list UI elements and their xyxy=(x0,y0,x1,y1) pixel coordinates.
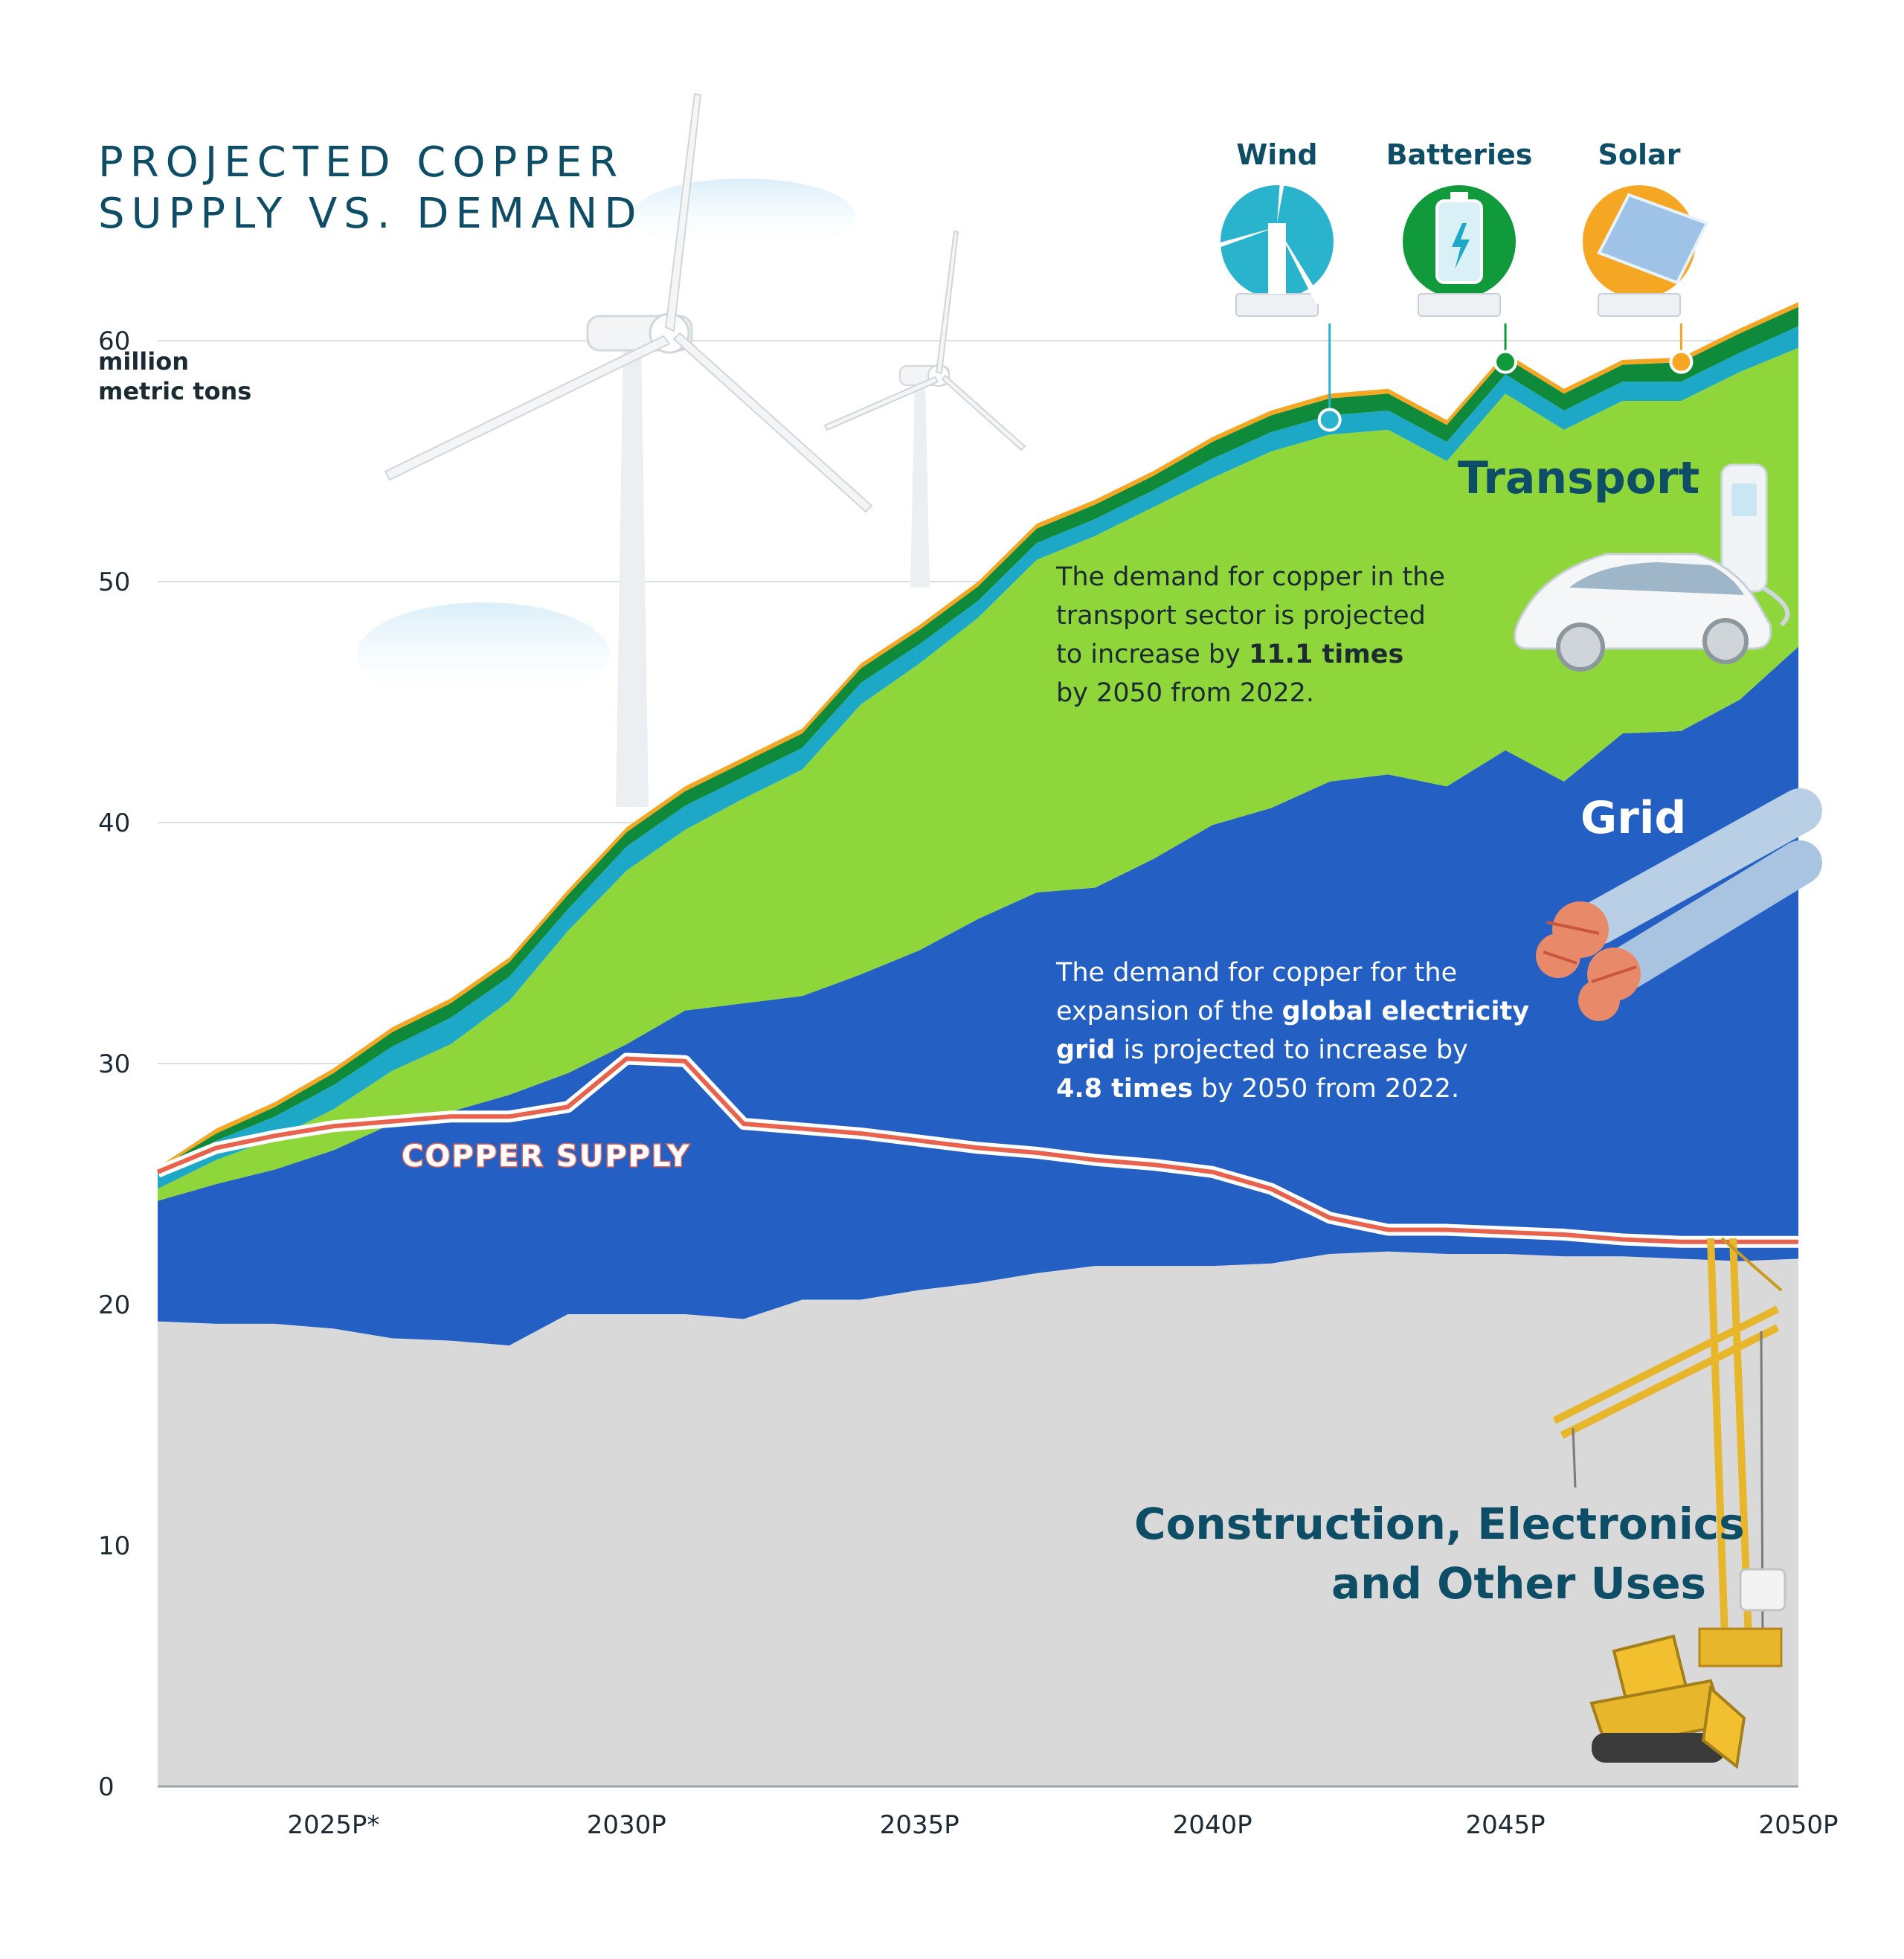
grid-note-line: The demand for copper for the xyxy=(1056,958,1458,988)
transport-note-line: The demand for copper in the xyxy=(1056,562,1445,592)
y-axis-unit-line-2: metric tons xyxy=(98,377,252,405)
grid-note-emphasis: grid xyxy=(1056,1035,1116,1065)
chart-title-line-2: SUPPLY VS. DEMAND xyxy=(98,190,643,238)
cloud-decoration xyxy=(632,178,855,253)
wind-turbine-illustration xyxy=(823,230,1026,588)
grid-note-emphasis: 4.8 times xyxy=(1056,1074,1193,1104)
construction-label-line-1: Construction, Electronics xyxy=(1134,1499,1745,1549)
grid-note-line: expansion of the global electricity xyxy=(1056,992,1529,1031)
cloud-decoration xyxy=(357,602,610,707)
solar-panel-icon-glyph xyxy=(1597,193,1709,285)
x-tick-label: 2045P xyxy=(1466,1810,1546,1840)
x-tick-label: 2030P xyxy=(587,1810,666,1840)
grid-label: Grid xyxy=(1580,792,1687,844)
icon-pedestal xyxy=(1418,293,1501,317)
wind-turbine-icon-glyph xyxy=(1183,170,1322,305)
y-axis-unit-line-1: million xyxy=(98,347,189,376)
y-tick-label: 40 xyxy=(98,808,130,838)
bulldozer-illustration xyxy=(1589,1634,1746,1769)
transport-note-text: to increase by xyxy=(1056,640,1249,669)
grid-note-line: 4.8 times by 2050 from 2022. xyxy=(1056,1069,1529,1108)
construction-label-line-2: and Other Uses xyxy=(1331,1558,1707,1609)
grid-note-text: expansion of the xyxy=(1056,997,1282,1026)
grid-note-text: is projected to increase by xyxy=(1115,1035,1468,1065)
icon-pedestal xyxy=(1235,293,1319,317)
transport-note: The demand for copper in the transport s… xyxy=(1056,558,1445,712)
callout-dot xyxy=(1317,408,1342,432)
batteries-label: Batteries xyxy=(1386,138,1533,171)
battery-icon-glyph xyxy=(1435,192,1483,284)
y-tick-label: 30 xyxy=(98,1049,130,1079)
transport-label: Transport xyxy=(1458,452,1700,504)
x-tick-label: 2035P xyxy=(880,1810,959,1840)
area-series-construction-electronics-and-other-uses xyxy=(158,1251,1798,1786)
y-tick-label: 50 xyxy=(98,567,130,597)
chart-title-line-1: PROJECTED COPPER xyxy=(98,138,625,187)
area-series-batteries xyxy=(158,306,1798,1175)
y-tick-label: 10 xyxy=(98,1531,130,1561)
grid-note-line: grid is projected to increase by xyxy=(1056,1031,1529,1069)
crane-base-illustration xyxy=(1698,1627,1783,1667)
x-tick-label: 2025P* xyxy=(287,1810,379,1840)
y-tick-label: 60 xyxy=(98,326,130,356)
crane-counterweight-illustration xyxy=(1739,1568,1786,1612)
transport-note-line: by 2050 from 2022. xyxy=(1056,678,1315,708)
grid-note-emphasis: global electricity xyxy=(1281,997,1530,1026)
supply-line-label: COPPER SUPPLY xyxy=(402,1139,690,1174)
callout-dot xyxy=(1493,350,1518,374)
icon-pedestal xyxy=(1598,293,1681,317)
solar-label: Solar xyxy=(1598,138,1681,171)
callout-dot xyxy=(1669,350,1694,374)
transport-note-line: transport sector is projected xyxy=(1056,601,1426,631)
grid-note: The demand for copper for the expansion … xyxy=(1056,953,1529,1108)
y-tick-label: 0 xyxy=(98,1772,115,1802)
x-tick-label: 2050P xyxy=(1758,1810,1838,1840)
area-series-wind xyxy=(158,326,1798,1189)
y-tick-label: 20 xyxy=(98,1290,130,1320)
electric-car-illustration xyxy=(1514,463,1790,672)
grid-note-text: by 2050 from 2022. xyxy=(1192,1074,1460,1104)
area-series-grid xyxy=(158,646,1798,1346)
wind-label: Wind xyxy=(1236,138,1318,171)
transport-note-line: to increase by 11.1 times xyxy=(1056,635,1445,674)
supply-line xyxy=(156,1056,1798,1244)
x-tick-label: 2040P xyxy=(1173,1810,1252,1840)
copper-cable-illustration xyxy=(1536,788,1822,1021)
area-series-transport xyxy=(158,347,1798,1201)
transport-note-emphasis: 11.1 times xyxy=(1248,640,1404,669)
wind-turbine-illustration xyxy=(384,92,873,807)
